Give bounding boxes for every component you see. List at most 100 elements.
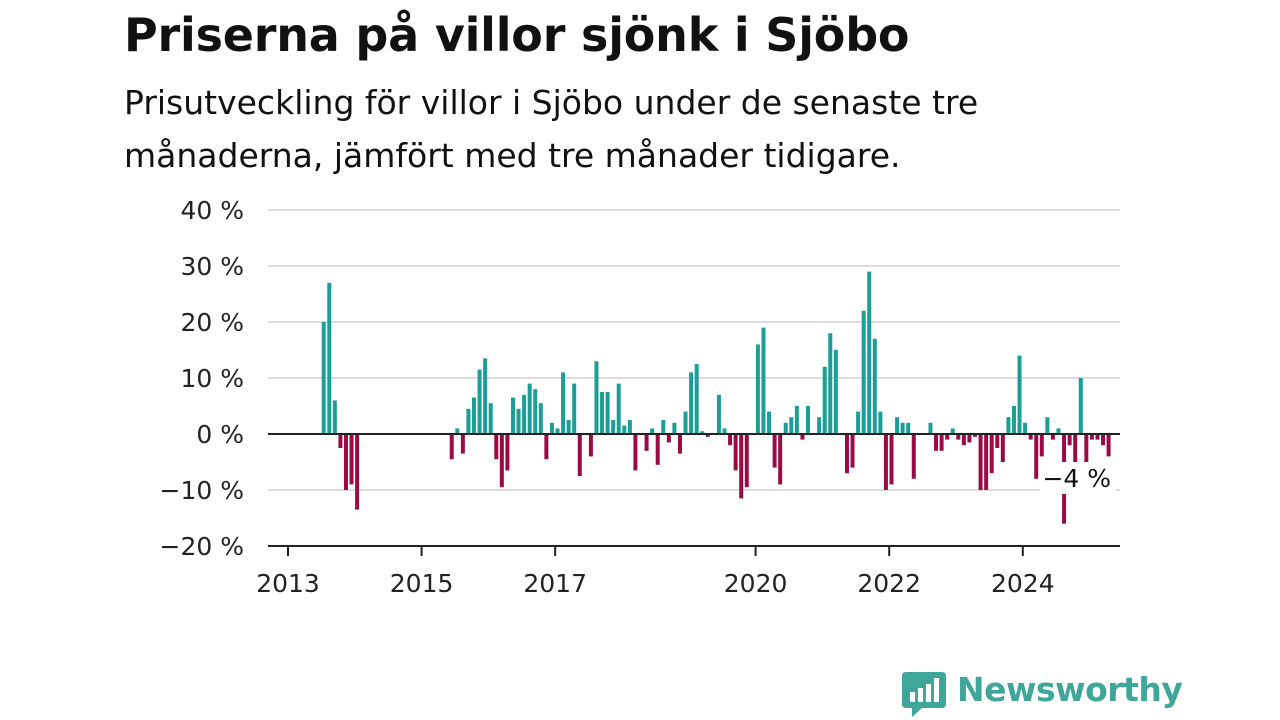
bar	[1034, 434, 1039, 479]
bar	[900, 422, 905, 434]
bar	[1039, 434, 1044, 457]
bar	[722, 428, 727, 434]
x-tick-label: 2017	[523, 569, 587, 598]
bar	[533, 389, 538, 434]
bar	[644, 434, 649, 451]
annotation-background	[1040, 462, 1116, 494]
bar	[633, 434, 638, 471]
newsworthy-logo: Newsworthy	[900, 670, 1183, 718]
x-tick-label: 2015	[390, 569, 454, 598]
bar	[878, 411, 883, 434]
bars	[321, 271, 1111, 524]
bar	[1006, 417, 1011, 434]
x-tick-label: 2020	[724, 569, 788, 598]
brand-name: Newsworthy	[957, 670, 1183, 709]
bar	[343, 434, 348, 490]
bar	[794, 406, 799, 434]
bar	[956, 434, 961, 440]
bar	[616, 383, 621, 434]
x-tick-label: 2024	[991, 569, 1055, 598]
bar	[967, 434, 972, 443]
bar	[828, 333, 833, 434]
bar	[494, 434, 499, 460]
bar	[761, 327, 766, 434]
bar	[889, 434, 894, 485]
bar	[939, 434, 944, 451]
bar	[505, 434, 510, 471]
bar	[477, 369, 482, 434]
bar	[683, 411, 688, 434]
bar	[833, 350, 838, 434]
bar	[872, 338, 877, 434]
bar	[984, 434, 989, 490]
bar	[338, 434, 343, 448]
bar	[321, 322, 326, 434]
bar	[883, 434, 888, 490]
bar	[961, 434, 966, 446]
bar	[1089, 434, 1094, 440]
bar	[1084, 434, 1089, 462]
bar	[934, 434, 939, 451]
bar	[973, 434, 977, 437]
x-tick-label: 2013	[256, 569, 320, 598]
bar	[906, 422, 911, 434]
axes	[268, 433, 1120, 556]
bar	[555, 428, 560, 434]
tick-labels: 40 % 30 % 20 % 10 % 0 % −10 % −20 % 2013 2015 201…	[160, 196, 1116, 598]
bar	[527, 383, 532, 434]
bar	[739, 434, 744, 499]
y-tick-label: 10 %	[180, 364, 244, 393]
bar	[850, 434, 855, 468]
bar	[600, 392, 605, 434]
newsworthy-icon	[902, 672, 946, 717]
bar	[627, 420, 632, 434]
bar	[950, 428, 955, 434]
bar	[1106, 434, 1111, 457]
latest-value-label: −4 %	[1042, 464, 1111, 493]
chart-subtitle: Prisutveckling för villor i Sjöbo under …	[124, 83, 979, 175]
gridlines	[268, 209, 1120, 491]
bar	[1028, 434, 1033, 440]
bar	[1073, 434, 1078, 462]
bar	[483, 358, 488, 434]
bar	[549, 422, 554, 434]
bar	[778, 434, 783, 485]
y-tick-label: 0 %	[196, 420, 244, 449]
bar	[689, 372, 694, 434]
chart-title: Priserna på villor sjönk i Sjöbo	[124, 8, 910, 62]
bar	[806, 406, 810, 434]
y-tick-label: −20 %	[160, 532, 244, 561]
bar	[822, 366, 827, 434]
y-tick-label: 30 %	[180, 252, 244, 281]
bar	[817, 417, 822, 434]
bar	[694, 364, 699, 434]
bar	[995, 434, 1000, 448]
bar	[488, 403, 493, 434]
bar	[978, 434, 983, 490]
bar	[733, 434, 738, 471]
bar	[460, 434, 465, 454]
bar	[522, 394, 527, 434]
bar	[856, 411, 861, 434]
bar	[572, 383, 577, 434]
bar	[1095, 434, 1100, 440]
bar	[611, 420, 616, 434]
y-tick-label: −10 %	[160, 476, 244, 505]
bar	[911, 434, 916, 479]
bar	[800, 434, 805, 440]
bar	[744, 434, 749, 488]
bar	[789, 417, 794, 434]
bar	[666, 434, 671, 443]
bar	[594, 361, 599, 434]
bar	[1101, 434, 1106, 446]
bar	[472, 397, 476, 434]
bar	[677, 434, 682, 454]
bar	[1067, 434, 1072, 446]
bar	[945, 434, 950, 440]
bar	[499, 434, 504, 488]
bar	[327, 282, 332, 434]
bar	[755, 344, 760, 434]
bar	[1056, 428, 1061, 434]
bar	[1050, 434, 1055, 440]
